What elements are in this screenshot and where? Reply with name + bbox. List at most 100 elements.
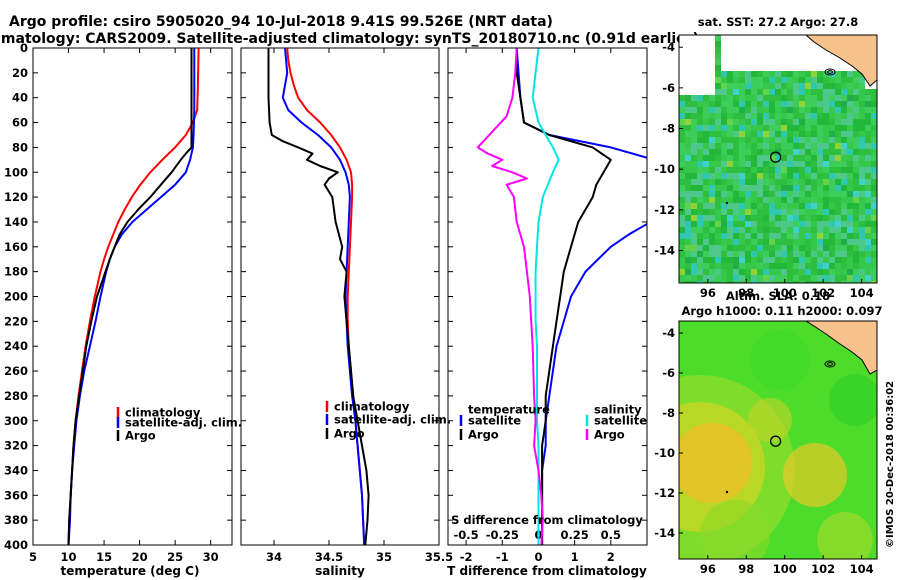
sst-cell xyxy=(853,239,859,245)
sst-cell xyxy=(859,227,865,233)
sst-cell xyxy=(751,257,757,263)
sst-cell xyxy=(757,263,763,269)
sst-cell xyxy=(871,113,877,119)
sst-cell xyxy=(817,221,823,227)
temperature-ticks: 5 10 15 20 25 30 xyxy=(29,47,232,564)
sst-cell xyxy=(841,215,847,221)
sst-cell xyxy=(721,173,727,179)
sst-cell xyxy=(703,209,709,215)
sst-cell xyxy=(697,239,703,245)
legend-satellite: satellite-adj. clim. xyxy=(125,416,242,430)
sst-cell xyxy=(853,209,859,215)
sst-cell xyxy=(829,281,835,283)
sst-cell xyxy=(775,257,781,263)
sst-cell xyxy=(811,137,817,143)
sst-cell xyxy=(841,89,847,95)
sst-cell xyxy=(805,281,811,283)
sst-cell xyxy=(817,119,823,125)
sst-cell xyxy=(751,209,757,215)
sst-cell xyxy=(787,119,793,125)
sst-cell xyxy=(721,221,727,227)
sst-cell xyxy=(835,215,841,221)
sst-cell xyxy=(727,263,733,269)
sst-cell xyxy=(733,101,739,107)
sst-cell xyxy=(817,149,823,155)
sst-cell xyxy=(835,251,841,257)
sst-cell xyxy=(781,119,787,125)
sst-cell xyxy=(739,251,745,257)
sst-cell xyxy=(763,119,769,125)
sst-cell xyxy=(769,257,775,263)
sst-cell xyxy=(841,167,847,173)
sst-cell xyxy=(751,191,757,197)
sst-cell xyxy=(811,215,817,221)
sst-cell xyxy=(817,125,823,131)
sst-cell xyxy=(841,227,847,233)
sst-cell xyxy=(763,227,769,233)
sst-cell xyxy=(781,173,787,179)
sst-cell xyxy=(787,197,793,203)
sst-cell xyxy=(775,167,781,173)
sst-cell xyxy=(853,263,859,269)
sst-cell xyxy=(859,215,865,221)
sst-cell xyxy=(709,137,715,143)
sst-cell xyxy=(769,131,775,137)
sst-cell xyxy=(871,107,877,113)
sst-cell xyxy=(817,77,823,83)
depth-tick-label: 280 xyxy=(4,389,28,403)
sst-cell xyxy=(811,179,817,185)
sst-cell xyxy=(757,155,763,161)
sst-cell xyxy=(763,89,769,95)
sst-cell xyxy=(697,179,703,185)
sst-cell xyxy=(841,185,847,191)
sst-cell xyxy=(769,239,775,245)
sst-cell xyxy=(793,137,799,143)
sst-cell xyxy=(823,179,829,185)
sst-cell xyxy=(847,113,853,119)
sst-cell xyxy=(775,119,781,125)
sst-cell xyxy=(691,227,697,233)
sst-cell xyxy=(793,203,799,209)
sst-cell xyxy=(727,281,733,283)
sst-cell xyxy=(811,173,817,179)
sst-cell xyxy=(871,281,877,283)
sst-cell xyxy=(763,239,769,245)
sst-cell xyxy=(871,215,877,221)
sst-cell xyxy=(769,167,775,173)
sla-map: Altim. SLA: 0.18 Argo h1000: 0.11 h2000:… xyxy=(654,289,882,576)
sst-cell xyxy=(703,275,709,281)
sst-cell xyxy=(703,131,709,137)
sst-cell xyxy=(781,89,787,95)
sst-cell xyxy=(763,107,769,113)
sst-cell xyxy=(865,269,871,275)
sst-cell xyxy=(871,125,877,131)
sst-cell xyxy=(775,263,781,269)
sst-cell xyxy=(853,101,859,107)
sst-cell xyxy=(823,233,829,239)
sst-cell xyxy=(787,125,793,131)
sst-cell xyxy=(733,83,739,89)
sst-cell xyxy=(685,95,691,101)
sst-cell xyxy=(679,257,685,263)
sst-cell xyxy=(793,209,799,215)
sst-cell xyxy=(739,149,745,155)
sst-cell xyxy=(835,161,841,167)
sst-cell xyxy=(829,239,835,245)
sst-cell xyxy=(853,197,859,203)
sst-cell xyxy=(757,143,763,149)
sst-cell xyxy=(757,215,763,221)
sst-cell xyxy=(781,95,787,101)
sst-cell xyxy=(739,245,745,251)
sst-cell xyxy=(823,101,829,107)
sst-cell xyxy=(679,275,685,281)
sst-cell xyxy=(727,203,733,209)
sst-cell xyxy=(859,269,865,275)
sst-cell xyxy=(847,281,853,283)
sst-cell xyxy=(871,197,877,203)
sst-cell xyxy=(811,77,817,83)
sst-cell xyxy=(823,77,829,83)
sst-cell xyxy=(721,191,727,197)
sst-cell xyxy=(847,167,853,173)
sst-cell xyxy=(679,269,685,275)
